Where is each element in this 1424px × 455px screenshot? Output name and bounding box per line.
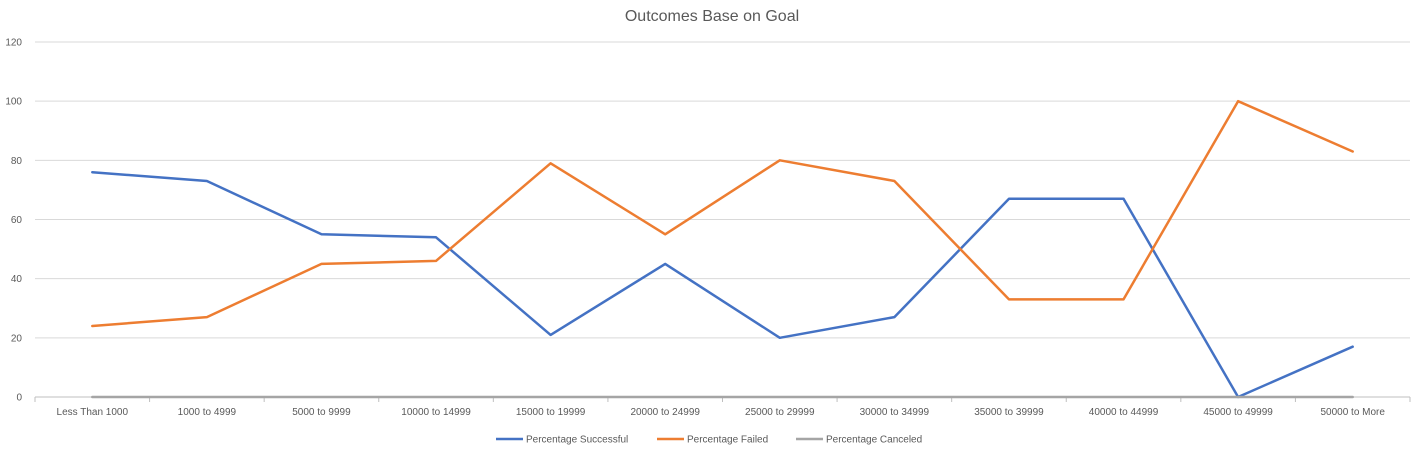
x-tick-label: 5000 to 9999 [292, 407, 351, 418]
series-lines [91, 99, 1354, 399]
x-tick-label: 40000 to 44999 [1089, 407, 1159, 418]
x-tick-label: 15000 to 19999 [516, 407, 586, 418]
y-tick-label: 20 [11, 333, 23, 344]
legend-label: Percentage Successful [526, 435, 628, 446]
legend: Percentage Successful Percentage Failed Pe… [496, 435, 922, 446]
x-tick-label: 25000 to 29999 [745, 407, 815, 418]
gridlines [35, 41, 1410, 398]
legend-label: Percentage Failed [687, 435, 768, 446]
y-tick-label: 60 [11, 215, 23, 226]
y-tick-label: 80 [11, 156, 23, 167]
legend-label: Percentage Canceled [826, 435, 922, 446]
chart-title: Outcomes Base on Goal [625, 8, 799, 25]
series-line [91, 170, 1354, 399]
series-line [91, 99, 1354, 328]
y-tick-label: 0 [16, 393, 22, 404]
x-axis-ticks: Less Than 1000 1000 to 4999 5000 to 9999 10… [34, 397, 1411, 418]
y-tick-label: 40 [11, 274, 23, 285]
x-tick-label: 10000 to 14999 [401, 407, 471, 418]
x-tick-label: Less Than 1000 [57, 407, 129, 418]
y-tick-label: 120 [5, 38, 22, 49]
x-tick-label: 35000 to 39999 [974, 407, 1044, 418]
x-tick-label: 20000 to 24999 [630, 407, 700, 418]
y-tick-label: 100 [5, 97, 22, 108]
x-tick-label: 45000 to 49999 [1203, 407, 1273, 418]
x-tick-label: 50000 to More [1320, 407, 1385, 418]
x-tick-label: 30000 to 34999 [860, 407, 930, 418]
y-axis-ticks: 0 20 40 60 80 100 120 [5, 38, 22, 404]
x-tick-label: 1000 to 4999 [178, 407, 237, 418]
